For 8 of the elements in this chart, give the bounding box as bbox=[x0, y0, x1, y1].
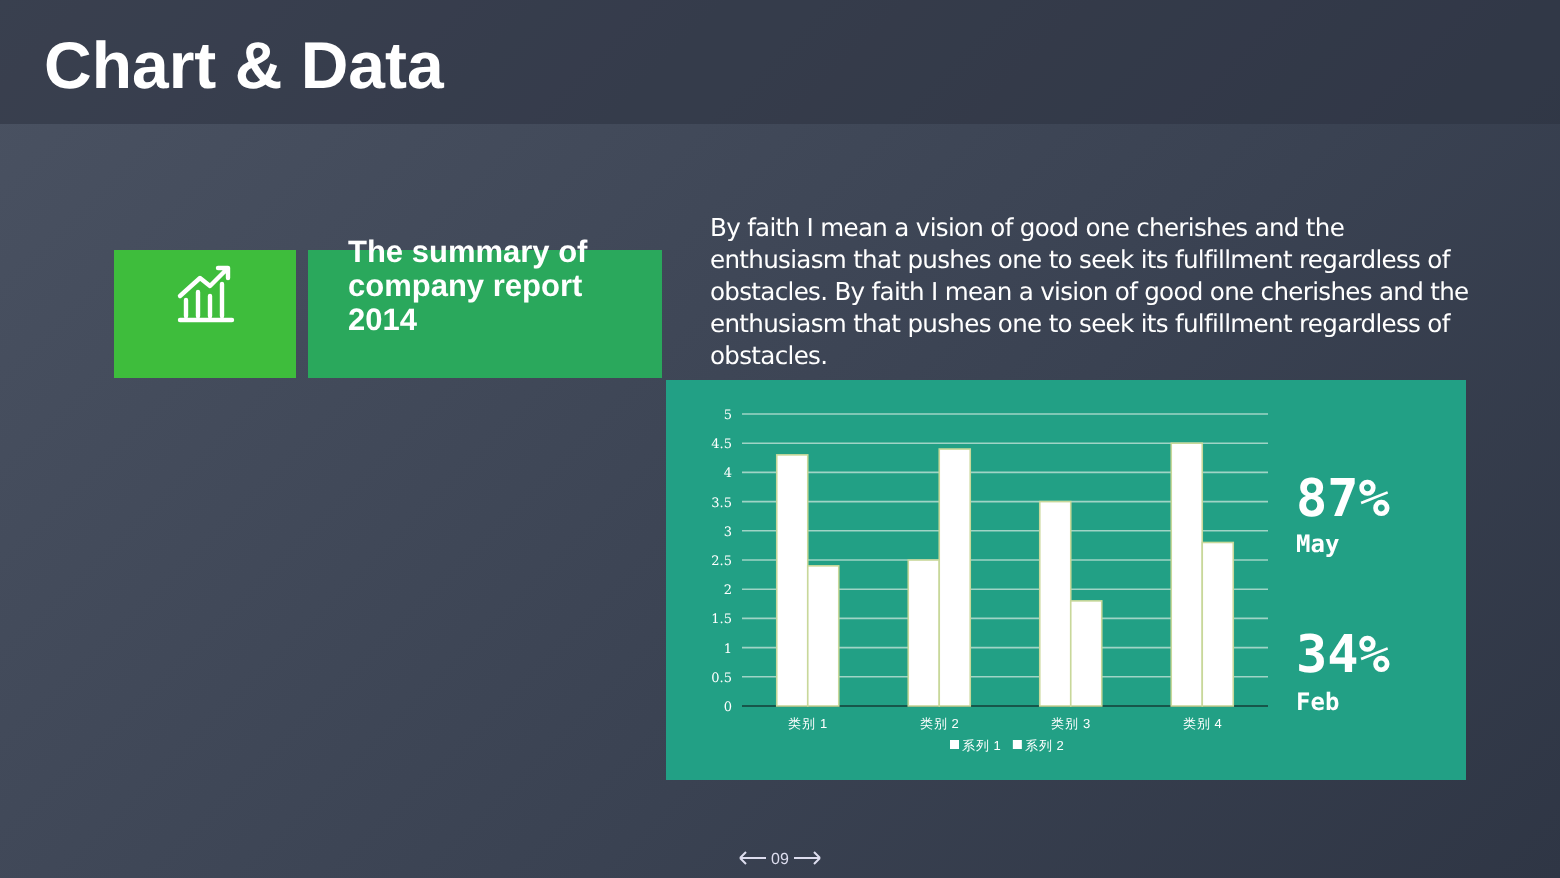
text: 87% bbox=[1296, 470, 1391, 530]
chart-title: Chart & Data bbox=[44, 28, 446, 102]
text: 09 bbox=[771, 850, 790, 868]
text: Feb bbox=[1296, 688, 1340, 716]
text: The summary of company report 2014 bbox=[348, 236, 590, 338]
text: By faith I mean a vision of good one cherishes and the enthusiasm that pushes one to seek its fulfillment regardless of obstacles. By faith I mean a vision of good one cherishes and the enthusiasm that pushes one to seek its fulfillment regardless of obstacles. bbox=[710, 212, 1471, 372]
text: 34% bbox=[1296, 626, 1391, 686]
text: May bbox=[1296, 530, 1340, 558]
